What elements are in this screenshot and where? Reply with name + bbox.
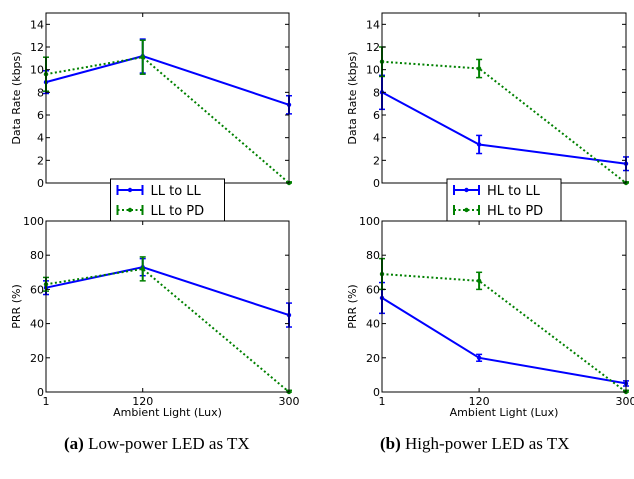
b-bottom-ylabel: PRR (%) <box>346 284 359 328</box>
b-bottom-ytick-label: 40 <box>366 318 380 331</box>
b-top-ylabel: Data Rate (kbps) <box>346 51 359 144</box>
a-top-ytick-label: 10 <box>30 64 44 77</box>
a-bottom-legend-swatch-point <box>127 187 133 193</box>
a-top-ylabel: Data Rate (kbps) <box>10 51 23 144</box>
a-bottom-ytick-label: 20 <box>30 352 44 365</box>
b-bottom-legend-swatch-point <box>464 187 469 193</box>
b-bottom-legend-box <box>446 178 562 222</box>
a-bottom-xlabel: Ambient Light (Lux) <box>113 406 222 419</box>
b-bottom-axes-frame <box>381 220 627 393</box>
caption-a: (a) Low-power LED as TX <box>64 434 250 454</box>
a-top-series-1-line <box>45 55 290 106</box>
b-bottom-series-2-point <box>476 278 482 284</box>
b-top-ytick-label: 6 <box>373 109 380 122</box>
a-top-axes-frame <box>45 12 290 184</box>
a-top-ytick-label: 6 <box>37 109 44 122</box>
b-bottom-xlabel: Ambient Light (Lux) <box>450 406 559 419</box>
b-top-ytick-label: 14 <box>366 18 380 31</box>
a-top-series-2-line <box>45 56 290 184</box>
a-top-ytick-label: 8 <box>37 86 44 99</box>
b-top-series-1-point <box>476 142 482 147</box>
b-bottom-ytick-label: 80 <box>366 249 380 262</box>
b-top-ytick-label: 8 <box>373 86 380 99</box>
caption-a-tag: (a) <box>64 434 84 453</box>
b-bottom-series-1-line <box>381 297 627 385</box>
a-bottom-ytick-label: 100 <box>23 215 44 228</box>
a-bottom-series-1-line <box>45 266 290 317</box>
a-top-ytick-label: 12 <box>30 41 44 54</box>
b-top-ytick-label: 12 <box>366 41 380 54</box>
a-bottom-series-2-line <box>45 267 290 393</box>
a-bottom-legend-label-1: LL to LL <box>151 184 202 199</box>
caption-a-text: Low-power LED as TX <box>88 434 250 453</box>
a-top-ytick-label: 4 <box>37 132 44 145</box>
a-bottom-xtick-label: 120 <box>132 395 153 408</box>
a-bottom-ytick-label: 60 <box>30 283 44 296</box>
a-bottom-axes-frame <box>45 220 290 393</box>
b-bottom-xtick-label: 300 <box>616 395 634 408</box>
b-bottom-xtick-label: 120 <box>469 395 490 408</box>
a-bottom-ytick-label: 0 <box>37 386 44 399</box>
caption-b: (b) High-power LED as TX <box>380 434 570 454</box>
a-bottom-xtick-label: 300 <box>279 395 300 408</box>
a-top-series-2-point <box>140 55 145 60</box>
b-top-series-1-line <box>381 91 627 165</box>
caption-b-tag: (b) <box>380 434 401 453</box>
b-bottom-ytick-label: 20 <box>366 352 380 365</box>
b-bottom-series-2-line <box>381 273 627 393</box>
b-top-series-2-line <box>381 60 627 184</box>
b-top-ytick-label: 0 <box>373 177 380 190</box>
b-top-ytick-label: 4 <box>373 132 380 145</box>
a-bottom-ytick-label: 40 <box>30 318 44 331</box>
a-bottom-ytick-label: 80 <box>30 249 44 262</box>
b-bottom-legend-label-2: HL to PD <box>487 204 543 219</box>
b-bottom-ytick-label: 100 <box>359 215 380 228</box>
b-bottom-legend-label-1: HL to LL <box>487 184 541 199</box>
a-top-ytick-label: 2 <box>37 154 44 167</box>
a-bottom-series-2-point <box>140 266 145 272</box>
a-bottom-legend-swatch-point <box>127 207 133 213</box>
b-top-ytick-label: 10 <box>366 64 380 77</box>
a-bottom-legend-label-2: LL to PD <box>151 204 205 219</box>
b-bottom-series-1-point <box>476 355 482 360</box>
b-bottom-ytick-label: 0 <box>373 386 380 399</box>
b-top-axes-frame <box>381 12 627 184</box>
caption-b-text: High-power LED as TX <box>405 434 570 453</box>
b-bottom-xtick-label: 1 <box>379 395 386 408</box>
b-bottom-ytick-label: 60 <box>366 283 380 296</box>
b-top-ytick-label: 2 <box>373 154 380 167</box>
a-bottom-legend-box <box>110 178 225 222</box>
a-bottom-ylabel: PRR (%) <box>10 284 23 328</box>
b-bottom-legend-swatch-point <box>464 207 469 213</box>
b-top-series-2-point <box>476 66 482 71</box>
a-top-ytick-label: 14 <box>30 18 44 31</box>
a-bottom-xtick-label: 1 <box>43 395 50 408</box>
a-top-ytick-label: 0 <box>37 177 44 190</box>
